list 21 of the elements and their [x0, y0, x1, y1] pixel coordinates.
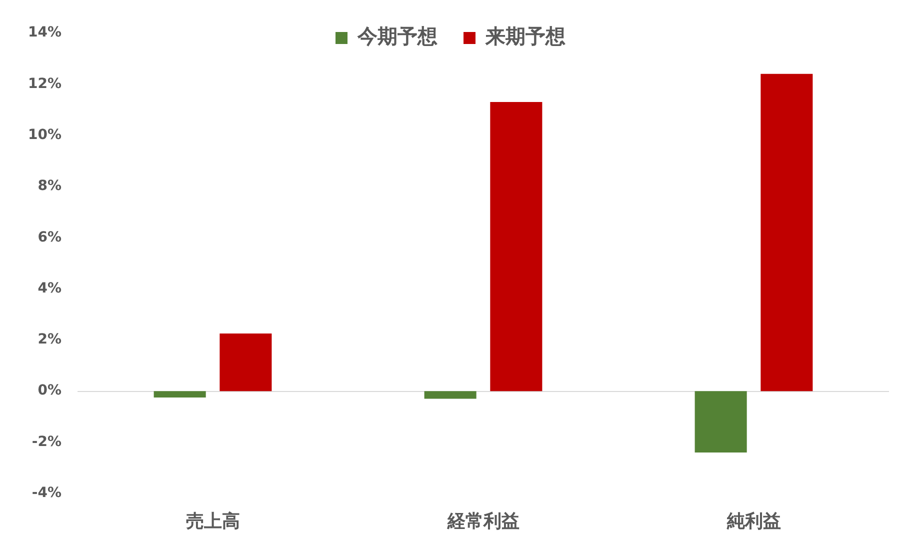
- y-tick-label: 0%: [38, 382, 62, 399]
- y-tick-label: 12%: [28, 76, 62, 92]
- y-tick-label: 14%: [28, 24, 62, 41]
- y-tick-label: -4%: [32, 485, 62, 502]
- bar: [490, 102, 542, 392]
- y-tick-label: 10%: [28, 126, 62, 143]
- x-tick-label: 純利益: [726, 510, 781, 532]
- y-tick-label: 8%: [38, 178, 62, 194]
- y-tick-label: 4%: [38, 280, 62, 296]
- x-tick-label: 売上高: [186, 510, 240, 532]
- legend-label: 今期予想: [356, 24, 438, 48]
- bar: [220, 334, 272, 392]
- bar: [154, 391, 206, 398]
- bar: [694, 391, 747, 452]
- bar: [760, 74, 813, 392]
- x-tick-label: 経常利益: [446, 510, 520, 532]
- legend-label: 来期予想: [484, 24, 566, 48]
- y-tick-label: 2%: [38, 332, 62, 348]
- y-tick-label: -2%: [32, 434, 62, 450]
- y-tick-label: 6%: [38, 229, 62, 246]
- bar: [424, 391, 476, 399]
